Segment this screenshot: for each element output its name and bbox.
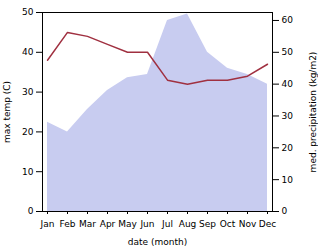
svg-text:May: May — [118, 219, 137, 229]
svg-text:50: 50 — [282, 47, 294, 57]
svg-text:date (month): date (month) — [128, 237, 187, 247]
svg-text:30: 30 — [282, 111, 294, 121]
svg-text:med. precipitation (kg/m2): med. precipitation (kg/m2) — [308, 52, 318, 173]
svg-text:20: 20 — [282, 143, 294, 153]
svg-text:Sep: Sep — [199, 219, 216, 229]
svg-text:Mar: Mar — [79, 219, 96, 229]
svg-text:60: 60 — [282, 15, 294, 25]
svg-text:10: 10 — [22, 167, 34, 177]
svg-text:Oct: Oct — [220, 219, 236, 229]
svg-text:Jul: Jul — [161, 219, 173, 229]
svg-text:50: 50 — [22, 7, 34, 17]
svg-text:10: 10 — [282, 175, 294, 185]
svg-text:0: 0 — [282, 206, 288, 216]
svg-text:Jan: Jan — [40, 219, 55, 229]
svg-text:20: 20 — [22, 127, 34, 137]
svg-text:40: 40 — [22, 47, 34, 57]
svg-text:Feb: Feb — [60, 219, 76, 229]
svg-text:Aug: Aug — [179, 219, 197, 229]
svg-text:0: 0 — [28, 206, 34, 216]
svg-text:Jun: Jun — [139, 219, 154, 229]
svg-text:Apr: Apr — [100, 219, 116, 229]
svg-text:40: 40 — [282, 79, 294, 89]
svg-text:30: 30 — [22, 87, 34, 97]
svg-text:Nov: Nov — [239, 219, 257, 229]
svg-text:max temp (C): max temp (C) — [2, 81, 12, 143]
svg-text:Dec: Dec — [259, 219, 276, 229]
